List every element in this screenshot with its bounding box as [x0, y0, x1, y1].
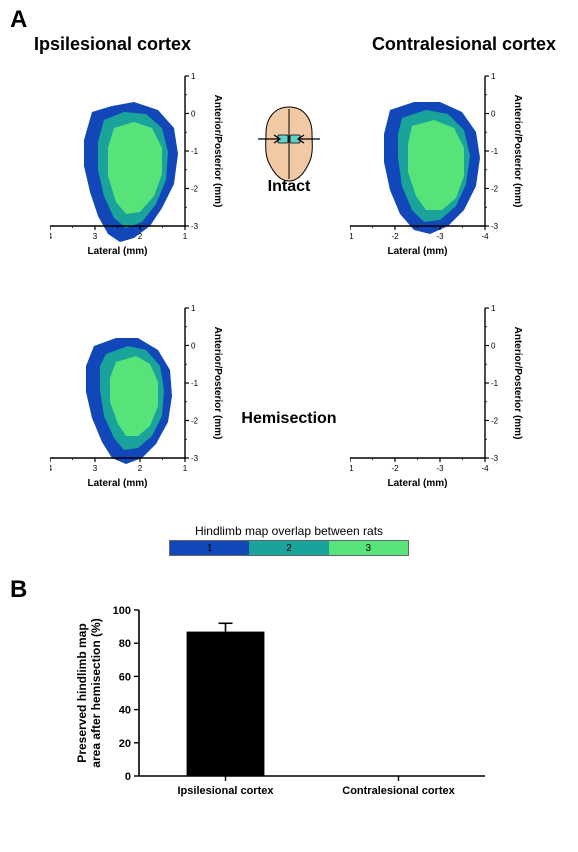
legend-seg: 2 [249, 541, 328, 555]
svg-text:0: 0 [191, 342, 196, 351]
svg-text:-2: -2 [191, 417, 199, 426]
panel-b-label: B [10, 576, 27, 604]
svg-text:-1: -1 [491, 147, 499, 156]
map-ipsi-intact: 10-1-2-34321Lateral (mm)Anterior/Posteri… [50, 66, 230, 246]
svg-text:-3: -3 [491, 454, 499, 463]
svg-text:0: 0 [491, 110, 496, 119]
svg-text:-3: -3 [436, 232, 444, 241]
map-ipsi-hemi: 10-1-2-34321Lateral (mm)Anterior/Posteri… [50, 298, 230, 478]
svg-text:20: 20 [119, 738, 131, 750]
svg-text:0: 0 [191, 110, 196, 119]
svg-text:1: 1 [491, 72, 496, 81]
svg-text:Lateral (mm): Lateral (mm) [87, 478, 147, 489]
row-title-hemisection: Hemisection [229, 410, 349, 428]
svg-text:-1: -1 [491, 379, 499, 388]
svg-text:1: 1 [191, 72, 196, 81]
svg-text:-1: -1 [191, 379, 199, 388]
svg-text:-2: -2 [191, 185, 199, 194]
svg-text:Anterior/Posterior (mm): Anterior/Posterior (mm) [212, 95, 223, 208]
svg-text:Anterior/Posterior (mm): Anterior/Posterior (mm) [512, 327, 523, 440]
svg-text:3: 3 [93, 232, 98, 241]
svg-text:Lateral (mm): Lateral (mm) [87, 246, 147, 257]
svg-text:-3: -3 [436, 464, 444, 473]
svg-text:2: 2 [138, 232, 143, 241]
legend-bar: 123 [169, 540, 409, 556]
panel-a-label: A [10, 6, 27, 34]
svg-text:Ipsilesional cortex: Ipsilesional cortex [178, 785, 275, 797]
svg-text:-1: -1 [350, 232, 354, 241]
svg-text:-3: -3 [191, 222, 199, 231]
svg-text:Lateral (mm): Lateral (mm) [387, 478, 447, 489]
svg-text:40: 40 [119, 705, 131, 717]
svg-text:1: 1 [183, 464, 188, 473]
svg-text:-4: -4 [481, 464, 489, 473]
svg-text:1: 1 [491, 304, 496, 313]
legend-seg: 3 [329, 541, 408, 555]
svg-text:-2: -2 [391, 464, 399, 473]
col-title-ipsi: Ipsilesional cortex [34, 34, 191, 55]
svg-text:Contralesional cortex: Contralesional cortex [342, 785, 455, 797]
svg-text:-3: -3 [491, 222, 499, 231]
col-title-contra: Contralesional cortex [372, 34, 556, 55]
svg-text:1: 1 [183, 232, 188, 241]
svg-text:-1: -1 [191, 147, 199, 156]
bar-chart: 0 20 40 60 80 100 Ipsilesional cortex Contrales… [75, 600, 495, 810]
map-contra-hemi: 10-1-2-3-1-2-3-4Lateral (mm)Anterior/Pos… [350, 298, 530, 478]
map-contra-intact: 10-1-2-3-1-2-3-4Lateral (mm)Anterior/Pos… [350, 66, 530, 246]
svg-text:3: 3 [93, 464, 98, 473]
svg-text:-2: -2 [491, 185, 499, 194]
svg-text:60: 60 [119, 671, 131, 683]
svg-text:Anterior/Posterior (mm): Anterior/Posterior (mm) [512, 95, 523, 208]
svg-text:-4: -4 [481, 232, 489, 241]
svg-text:0: 0 [491, 342, 496, 351]
overlap-legend: Hindlimb map overlap between rats 123 [0, 524, 578, 561]
brain-icon [256, 105, 322, 188]
svg-text:area after hemisection (%): area after hemisection (%) [89, 618, 103, 767]
svg-text:4: 4 [50, 232, 53, 241]
svg-text:Preserved hindlimb map: Preserved hindlimb map [75, 623, 89, 762]
svg-text:-2: -2 [391, 232, 399, 241]
svg-text:-3: -3 [191, 454, 199, 463]
svg-text:4: 4 [50, 464, 53, 473]
svg-text:0: 0 [125, 771, 131, 783]
svg-text:-2: -2 [491, 417, 499, 426]
svg-text:Lateral (mm): Lateral (mm) [387, 246, 447, 257]
svg-text:2: 2 [138, 464, 143, 473]
legend-title: Hindlimb map overlap between rats [0, 524, 578, 538]
svg-text:100: 100 [113, 605, 131, 617]
svg-text:Anterior/Posterior (mm): Anterior/Posterior (mm) [212, 327, 223, 440]
svg-text:-1: -1 [350, 464, 354, 473]
svg-text:1: 1 [191, 304, 196, 313]
legend-seg: 1 [170, 541, 249, 555]
svg-text:80: 80 [119, 638, 131, 650]
